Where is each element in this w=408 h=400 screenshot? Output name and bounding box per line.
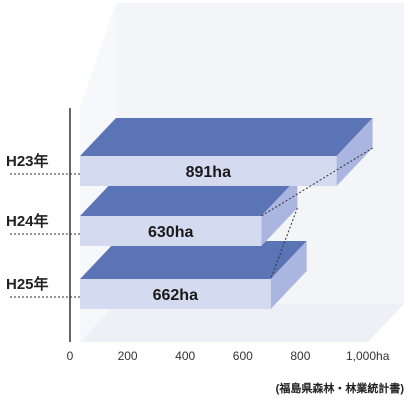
bar-2 — [80, 178, 298, 246]
x-tick-label: 600 — [233, 349, 253, 363]
category-label: H23年 — [6, 152, 49, 170]
value-label: 891ha — [186, 164, 231, 181]
value-label: 630ha — [148, 224, 193, 241]
bar-top-face — [80, 241, 307, 279]
labels-group: 891ha H23年 630ha H24年 662ha H25年 — [6, 152, 231, 304]
bar-front-face — [80, 216, 262, 246]
x-tick-label: 800 — [290, 349, 310, 363]
connector-line — [270, 207, 298, 280]
bar-front-face — [80, 279, 271, 309]
bar-side-face — [270, 241, 307, 309]
x-tick-label: 0 — [67, 349, 74, 363]
value-label: 662ha — [153, 287, 198, 304]
x-tick-label: 200 — [118, 349, 138, 363]
bar-top-face — [80, 178, 298, 216]
chart-floor — [80, 304, 404, 342]
x-axis-ticks: 0 200 400 600 800 1,000ha — [67, 349, 390, 363]
category-label: H25年 — [6, 275, 49, 293]
x-tick-label: 400 — [175, 349, 195, 363]
bar-side-face — [336, 118, 373, 186]
source-note: (福島県森林・林業統計書) — [276, 381, 405, 395]
bar-side-face — [261, 178, 298, 246]
bar-front-face — [80, 156, 337, 186]
bars-group — [80, 118, 373, 309]
category-label: H24年 — [6, 212, 49, 230]
connectors-group — [261, 147, 373, 280]
bar-top-face — [80, 118, 373, 156]
x-tick-label: 1,000ha — [346, 349, 390, 363]
connector-line — [261, 147, 373, 217]
bar-1 — [80, 118, 373, 186]
bar-3 — [80, 241, 307, 309]
